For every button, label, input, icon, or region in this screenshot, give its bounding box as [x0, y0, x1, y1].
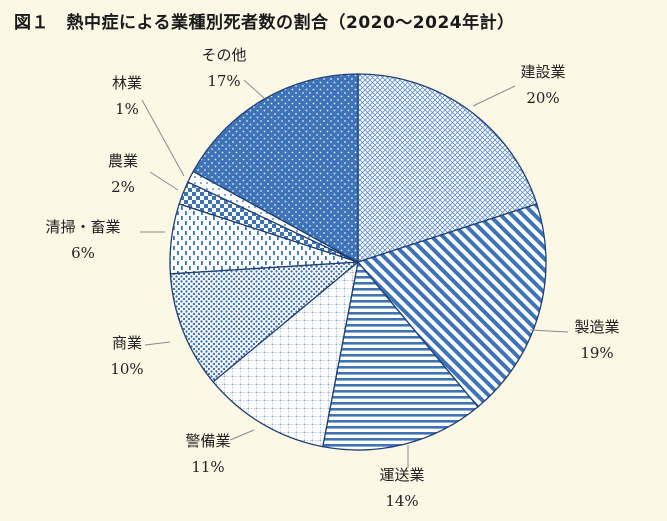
slice-label: 林業: [112, 74, 142, 92]
slice-label: 運送業: [379, 466, 424, 484]
slice-value-label: 2%: [111, 178, 135, 196]
pie-slice: [322, 260, 479, 451]
leader-line: [144, 341, 171, 346]
slice-label: その他: [201, 46, 246, 64]
slice-label: 清掃・畜業: [45, 218, 120, 236]
pie-slice: [356, 203, 547, 408]
chart-title: 図１ 熱中症による業種別死者数の割合（2020〜2024年計）: [14, 13, 515, 33]
slice-label: 製造業: [574, 318, 619, 336]
slice-value-label: 20%: [526, 89, 559, 107]
slice-value-label: 17%: [207, 72, 240, 90]
leader-line: [243, 79, 265, 99]
slice-value-label: 11%: [191, 458, 224, 476]
pie-slice: [169, 261, 360, 383]
leader-line: [529, 329, 569, 333]
leader-line: [149, 171, 179, 191]
leader-line: [229, 429, 255, 441]
slice-value-label: 10%: [110, 360, 143, 378]
slice-value-label: 1%: [115, 100, 139, 118]
pie-slice: [212, 260, 359, 448]
pie-slice: [192, 73, 359, 264]
leader-line: [472, 85, 516, 107]
leader-line: [141, 99, 185, 177]
slice-label: 農業: [108, 152, 138, 170]
slice-label: 警備業: [185, 432, 230, 450]
pie-slice: [357, 73, 538, 263]
slice-label: 商業: [112, 334, 142, 352]
slice-value-label: 19%: [580, 344, 613, 362]
slice-label: 建設業: [520, 63, 565, 81]
slice-value-label: 14%: [385, 492, 418, 510]
slice-value-label: 6%: [71, 244, 95, 262]
